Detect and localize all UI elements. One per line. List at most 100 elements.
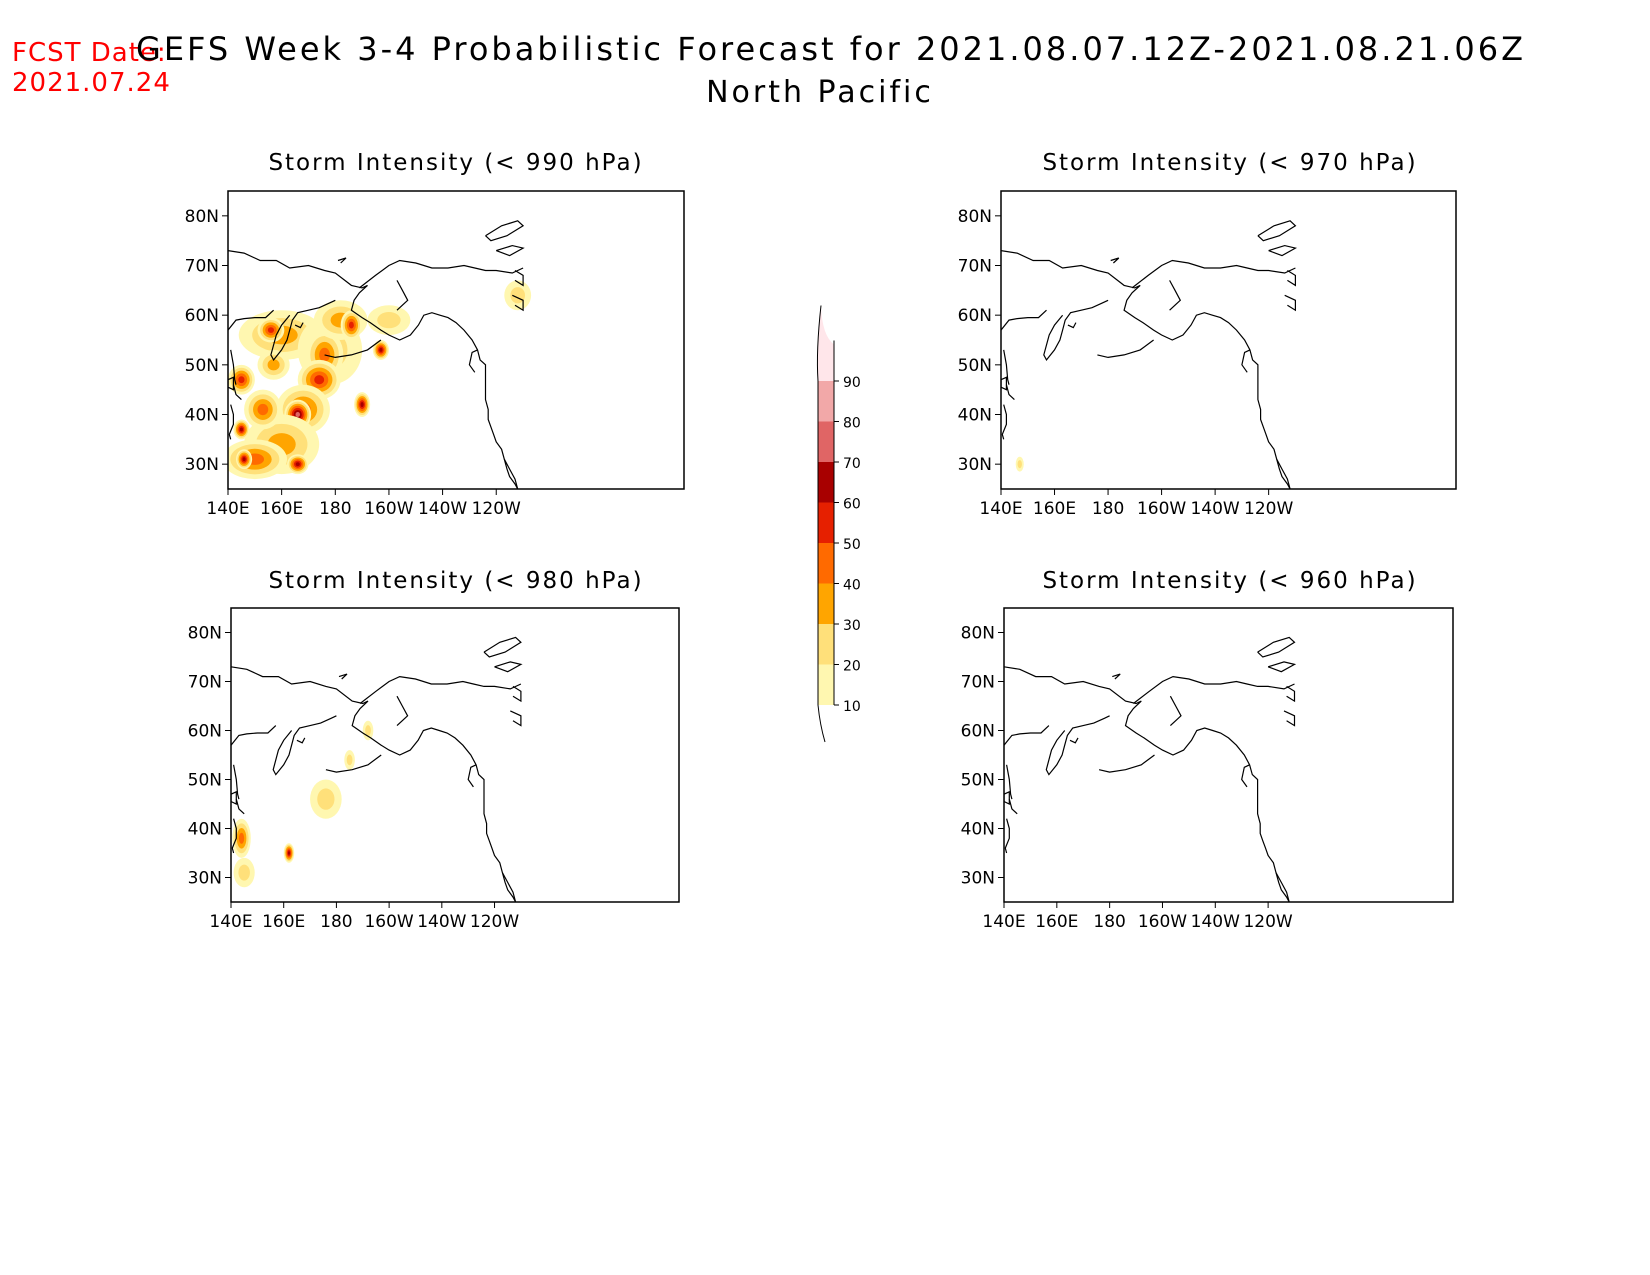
coastline: [233, 764, 240, 800]
probability-contour: [267, 359, 280, 371]
panel-title-970: Storm Intensity (< 970 hPa): [1042, 150, 1418, 176]
coastline: [338, 673, 348, 680]
lat-label: 70N: [185, 257, 219, 277]
coastline: [337, 257, 347, 264]
colorbar-label: 40: [843, 578, 861, 594]
colorbar-label: 90: [843, 375, 861, 391]
lon-label: 140E: [979, 499, 1022, 519]
colorbar-label: 60: [843, 497, 861, 513]
probability-contour: [360, 402, 364, 407]
panel-title-960: Storm Intensity (< 960 hPa): [1042, 568, 1418, 594]
probability-contour: [242, 457, 246, 462]
map-panel-p960: 80N 70N 60N 50N 40N 30N 140E 160E 180 160W 140W 120…: [961, 607, 1454, 932]
lat-label: 80N: [961, 624, 995, 644]
lat-label: 30N: [185, 455, 219, 475]
lon-label: 140E: [206, 499, 249, 519]
coastline: [1257, 220, 1297, 242]
probability-contour: [379, 348, 383, 352]
coastlines: [1001, 220, 1298, 489]
probability-contour: [1017, 460, 1022, 469]
coastline: [1241, 349, 1251, 373]
colorbar-segment: [818, 543, 834, 584]
fcst-date-label: FCST Date:: [12, 38, 167, 68]
lon-label: 120W: [1244, 499, 1293, 519]
coastline: [468, 349, 478, 373]
lon-label: 140W: [417, 912, 466, 932]
coastline: [1004, 725, 1050, 746]
coastline: [1268, 244, 1298, 257]
colorbar-label: 50: [843, 537, 861, 553]
coastline: [231, 790, 237, 805]
lat-label: 50N: [188, 771, 222, 791]
lon-label: 160W: [364, 499, 413, 519]
coastlines: [231, 636, 523, 902]
coastline: [1004, 666, 1290, 902]
probability-contour: [238, 864, 250, 881]
coastline: [231, 725, 277, 746]
coastlines: [1004, 636, 1297, 902]
probability-contour: [238, 376, 245, 384]
probability-contour: [238, 832, 245, 844]
coastline: [503, 458, 519, 489]
probability-contour: [267, 327, 275, 333]
coastline: [1241, 764, 1250, 788]
coastline: [1112, 673, 1121, 680]
coastline: [1131, 259, 1296, 289]
lat-label: 70N: [188, 673, 222, 693]
coastline: [228, 309, 275, 331]
lat-label: 80N: [185, 207, 219, 227]
colorbar-segment: [818, 624, 834, 665]
coastline: [1169, 280, 1182, 311]
lat-label: 80N: [958, 207, 992, 227]
coastline: [494, 661, 523, 673]
coastline: [1257, 636, 1296, 658]
coastline: [1005, 384, 1015, 401]
coastline: [228, 250, 519, 489]
lon-label: 160E: [260, 499, 303, 519]
lat-label: 60N: [185, 306, 219, 326]
lat-label: 30N: [958, 455, 992, 475]
coastline: [1001, 376, 1007, 391]
coastline: [270, 299, 336, 361]
coastline: [512, 685, 522, 703]
fcst-date-block: FCST Date: 2021.07.24: [12, 38, 171, 98]
lat-label: 50N: [958, 356, 992, 376]
coastline: [1276, 458, 1291, 489]
coastline: [1286, 685, 1296, 703]
coastline: [1267, 661, 1297, 673]
probability-contour: [257, 403, 269, 416]
colorbar-tip-edge: [816, 305, 822, 382]
colorbar-bottom-tip: [817, 704, 826, 743]
coastline: [1110, 257, 1120, 264]
colorbar-top-tip: [817, 305, 834, 381]
probability-contour: [287, 851, 290, 855]
colorbar-segment: [818, 583, 834, 624]
lat-label: 60N: [188, 722, 222, 742]
coastline: [514, 269, 524, 287]
probability-contour: [314, 375, 325, 385]
lon-label: 120W: [472, 499, 521, 519]
coastline: [396, 695, 409, 727]
coastline: [1283, 710, 1296, 727]
coastline: [1169, 695, 1182, 727]
probability-contour: [295, 412, 300, 417]
map-frame: [227, 190, 685, 490]
coastline: [235, 798, 245, 815]
coastline: [359, 675, 522, 704]
lon-label: 140W: [418, 499, 467, 519]
lon-label: 140W: [1191, 912, 1240, 932]
lon-label: 160W: [364, 912, 413, 932]
coastline: [1001, 250, 1291, 489]
lon-label: 160E: [262, 912, 305, 932]
coastline: [1003, 349, 1010, 385]
coastline: [483, 636, 522, 658]
lat-label: 60N: [958, 306, 992, 326]
lon-label: 120W: [1243, 912, 1292, 932]
probability-contour: [346, 754, 353, 766]
colorbar-label: 30: [843, 618, 861, 634]
coastline: [1284, 294, 1296, 312]
lat-label: 50N: [961, 771, 995, 791]
colorbar-segment: [818, 462, 834, 503]
lat-label: 40N: [185, 406, 219, 426]
map-frame: [1003, 607, 1454, 903]
